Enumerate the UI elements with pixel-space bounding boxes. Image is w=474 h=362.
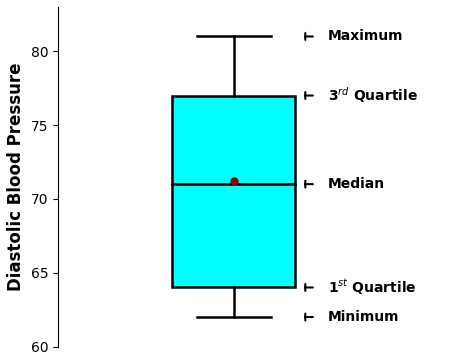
Y-axis label: Diastolic Blood Pressure: Diastolic Blood Pressure xyxy=(7,63,25,291)
Text: 3$^{rd}$ Quartile: 3$^{rd}$ Quartile xyxy=(328,85,418,105)
FancyBboxPatch shape xyxy=(173,96,295,287)
Text: Maximum: Maximum xyxy=(328,29,403,43)
Text: Minimum: Minimum xyxy=(328,310,400,324)
Text: 1$^{st}$ Quartile: 1$^{st}$ Quartile xyxy=(328,278,417,297)
Text: Median: Median xyxy=(328,177,385,191)
